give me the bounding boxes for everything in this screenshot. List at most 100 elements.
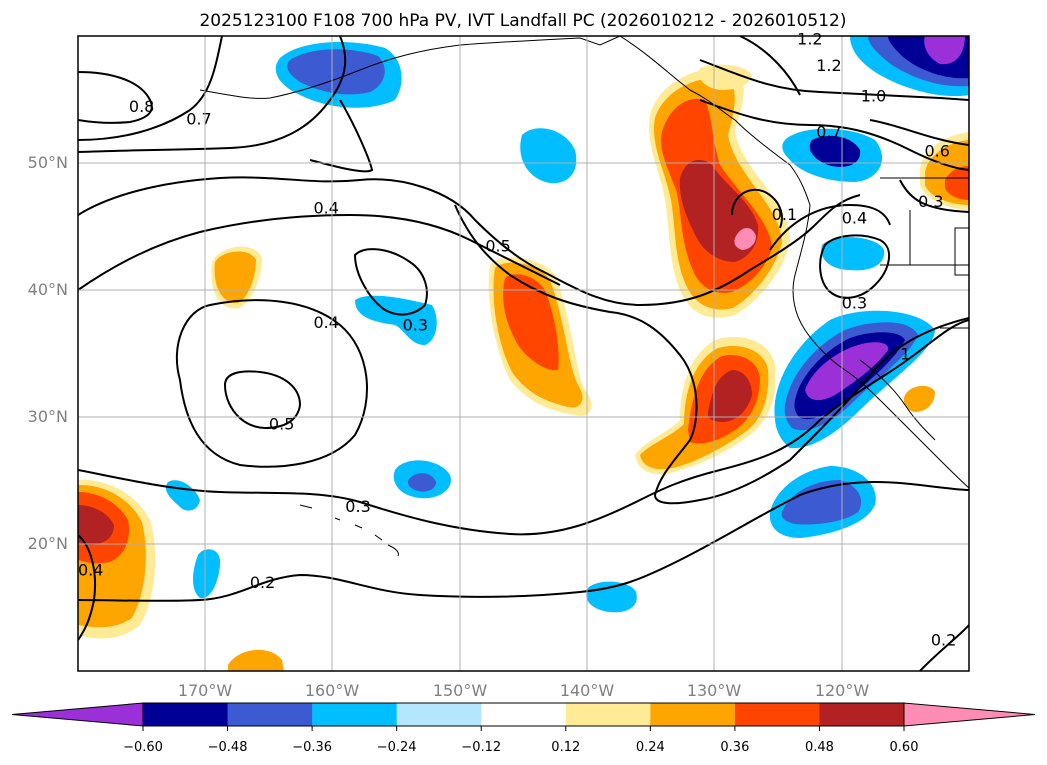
pv-contour-0.5-central (454, 204, 969, 505)
positive-anomaly-central-3 (503, 274, 559, 371)
pv-contour-0.7-ne (699, 99, 969, 171)
pv-contour-0.2-se (919, 624, 969, 671)
pv-contour-label: 1.2 (816, 56, 841, 75)
negative-anomaly-south-2 (781, 480, 862, 525)
pv-contour-label: 0.7 (816, 122, 841, 141)
lon-tick-label: 120°W (815, 681, 870, 700)
pv-contour-0.8 (78, 71, 153, 124)
positive-anomaly-west-edge-4 (78, 505, 114, 545)
pv-contour-0.4-west (78, 534, 96, 641)
lon-tick-labels: 170°W 160°W 150°W 140°W 130°W 120°W (178, 681, 870, 700)
pv-contour-1.2 (739, 36, 801, 96)
pv-contours (78, 36, 969, 671)
pv-contour-0.7 (78, 36, 223, 141)
pv-contour-0.5-loop (223, 370, 302, 430)
lat-tick-label: 50°N (28, 153, 68, 172)
colorbar-swatch (312, 703, 398, 726)
lon-tick-label: 140°W (560, 681, 615, 700)
pv-contour-1.0 (699, 59, 969, 101)
positive-anomaly-sw-coast-4 (707, 370, 752, 422)
pv-contour-label: 0.2 (250, 573, 275, 592)
colorbar-tick-label: 0.60 (890, 740, 919, 755)
colorbar-swatch (143, 703, 229, 726)
colorbar-tick-label: 0.36 (720, 740, 749, 755)
pv-contour-0.4-ne (769, 203, 891, 251)
negative-anomaly-nw (821, 237, 885, 271)
lat-tick-label: 20°N (28, 534, 68, 553)
lon-tick-label: 130°W (687, 681, 742, 700)
colorbar-swatch (650, 703, 736, 726)
colorbar-swatch (227, 703, 313, 726)
colorbar-tick-label: 0.48 (805, 740, 834, 755)
border-canada-us (880, 177, 969, 329)
coastline-baja (859, 359, 936, 441)
pv-contour-label: 0.6 (924, 141, 949, 160)
gridlines (78, 36, 969, 671)
negative-anomaly-small-3-core (407, 473, 436, 492)
pv-contour-0.3-loop (353, 248, 428, 316)
coastlines (199, 36, 969, 557)
pv-contour-0.2 (78, 481, 969, 602)
pv-contour-label: 0.5 (485, 237, 510, 256)
pv-contour-label: 0.4 (313, 313, 338, 332)
colorbar-tick-label: 0.24 (636, 740, 665, 755)
colorbar-tick-label: 0.12 (551, 740, 580, 755)
colorbar-swatch (734, 703, 820, 726)
lon-tick-label: 150°W (433, 681, 488, 700)
negative-anomaly-ne-4 (924, 36, 965, 65)
pv-contour-label: 1.2 (797, 30, 822, 49)
pv-contour-label: 0.4 (313, 198, 338, 217)
positive-anomaly-bottom (228, 649, 284, 671)
map-frame (77, 35, 970, 672)
colorbar-tick-label: −0.24 (377, 740, 417, 755)
negative-anomaly-small-5 (193, 549, 221, 599)
map-panel: 0.8 0.7 0.4 0.5 0.4 0.3 0.5 0.3 0.2 0.4 1.2 1.2 1.0 0… (77, 30, 970, 672)
pv-contour-0.5 (78, 176, 861, 307)
lat-tick-label: 40°N (28, 280, 68, 299)
coastline-west-coast (792, 204, 969, 489)
islands-hawaii (299, 504, 399, 557)
colorbar-swatch (565, 703, 651, 726)
colorbar-swatch (396, 703, 482, 726)
pv-contour-label: 0.1 (772, 205, 797, 224)
pv-contour-label: 0.5 (269, 414, 294, 433)
negative-anomaly-small-2 (355, 295, 437, 345)
pv-contour-0.4 (78, 213, 561, 291)
colorbar-extend-high (903, 702, 1036, 727)
colorbar-swatch (819, 703, 905, 726)
colorbar-tick-label: −0.12 (461, 740, 501, 755)
colorbar-tick-label: −0.48 (208, 740, 248, 755)
lat-tick-label: 30°N (28, 407, 68, 426)
pv-contour-label: 0.3 (403, 315, 428, 334)
lon-tick-label: 160°W (305, 681, 360, 700)
coastline-alaska (199, 36, 811, 206)
pv-contour-0.6-ne (869, 119, 969, 146)
pv-contour-0.3-ne (899, 179, 969, 213)
pv-contour-label: 0.3 (842, 294, 867, 313)
positive-anomaly-top-center (698, 64, 752, 90)
negative-anomaly-aleutian-core (287, 49, 385, 95)
pv-contour-label: 0.4 (78, 560, 103, 579)
colorbar-frame (142, 702, 905, 727)
colorbar-tick-label: −0.60 (123, 740, 163, 755)
pv-contour-label: 0.3 (345, 497, 370, 516)
pv-contour-label: 0.4 (842, 209, 867, 228)
pv-contour-0.7-loop (309, 99, 374, 173)
positive-anomaly-east-edge-3 (945, 166, 969, 200)
negative-anomaly-small-1 (520, 128, 577, 184)
pv-contour-0.1 (731, 188, 783, 229)
positive-anomaly-pnw-5 (734, 227, 756, 250)
negative-anomaly-bc-core (809, 135, 861, 167)
lat-tick-labels: 20°N 30°N 40°N 50°N (28, 153, 68, 553)
pv-contour-label: 1 (900, 345, 910, 364)
positive-anomaly-mexico (903, 385, 935, 412)
colorbar-swatch (481, 703, 567, 726)
pv-contour-label: 0.3 (918, 192, 943, 211)
colorbar-tick-label: −0.36 (292, 740, 332, 755)
pv-contour-label: 1.0 (861, 87, 886, 106)
pv-contour-0.4-loop (175, 299, 368, 468)
lon-tick-label: 170°W (178, 681, 233, 700)
pv-contour-0.3 (78, 319, 969, 536)
colorbar-extend-low (11, 702, 144, 727)
